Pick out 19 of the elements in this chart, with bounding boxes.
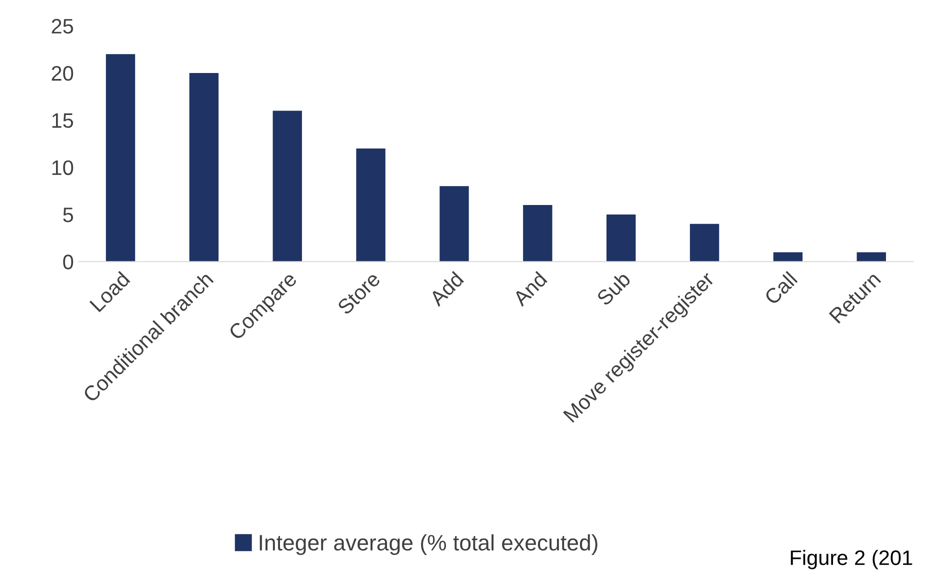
y-tick-label: 15 <box>52 113 74 128</box>
bar <box>106 54 136 262</box>
bar <box>523 205 552 262</box>
bar <box>606 214 636 262</box>
bar <box>272 110 302 262</box>
x-tick-label: Call <box>763 270 798 306</box>
bar <box>356 148 386 262</box>
y-tick-label: 20 <box>52 66 74 81</box>
legend-label: Integer average (% total executed) <box>260 534 598 555</box>
y-tick-label: 10 <box>52 160 74 176</box>
y-tick-label: 0 <box>63 254 74 270</box>
caption: Figure 2 (201 <box>790 550 912 570</box>
y-tick-label: 25 <box>52 18 74 34</box>
y-tick-label: 5 <box>63 208 74 222</box>
bar <box>440 186 469 262</box>
bar <box>856 252 886 262</box>
bar <box>189 73 219 262</box>
bar <box>690 224 720 262</box>
bar <box>773 252 803 262</box>
